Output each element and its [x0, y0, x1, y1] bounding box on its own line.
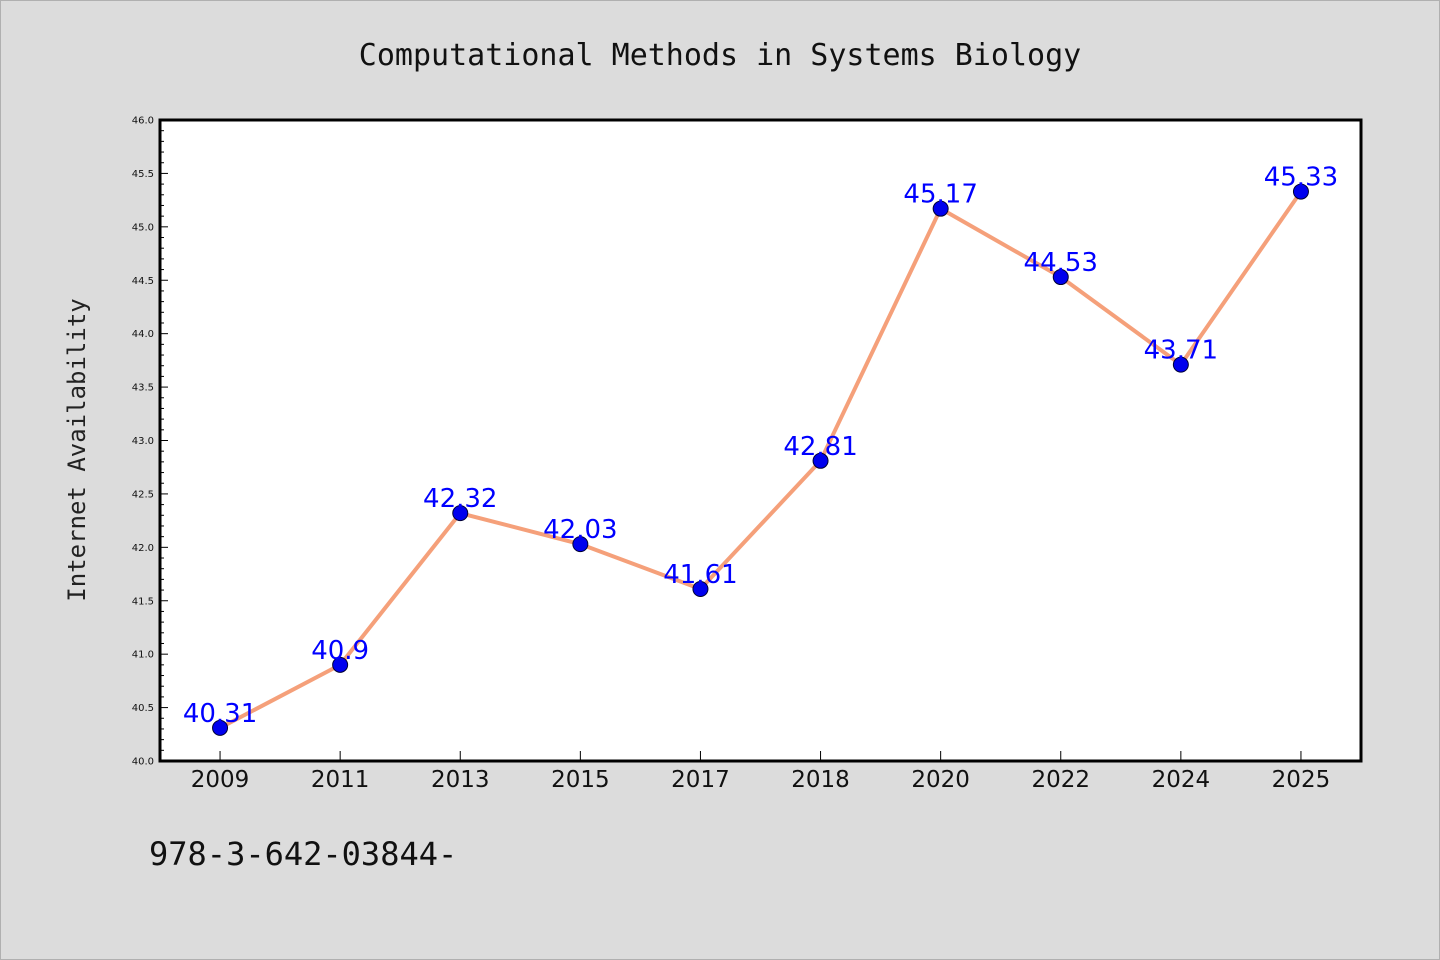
y-tick-label: 42.5	[132, 489, 154, 500]
y-tick-label: 41.5	[132, 596, 154, 607]
data-label: 42.32	[423, 484, 497, 514]
data-point	[572, 536, 589, 553]
data-markers	[212, 183, 1309, 736]
data-point	[452, 505, 469, 522]
data-label: 40.9	[311, 636, 369, 666]
y-tick-label: 41.0	[132, 650, 154, 661]
x-tick-label: 2025	[1272, 767, 1331, 793]
x-tick-label: 2022	[1031, 767, 1090, 793]
data-point	[1052, 269, 1069, 286]
x-axis-ticks: 2009 2011 2013 2015 2017 2018 2020 2022 2024 2025	[191, 751, 1330, 793]
data-labels: 40.31 40.9 42.32 42.03 41.61 42.81 45.17 44.53 4…	[183, 163, 1338, 729]
y-tick-label: 45.5	[132, 169, 154, 180]
data-label: 43.71	[1144, 336, 1218, 366]
data-point	[1292, 183, 1309, 200]
data-point	[1172, 356, 1189, 373]
data-point	[812, 452, 829, 469]
data-label: 44.53	[1024, 248, 1098, 278]
y-tick-label: 40.5	[132, 703, 154, 714]
data-point	[692, 580, 709, 597]
data-label: 45.17	[903, 180, 977, 210]
y-tick-label: 44.0	[132, 329, 154, 340]
x-tick-label: 2024	[1152, 767, 1211, 793]
x-tick-label: 2020	[911, 767, 970, 793]
data-label: 42.81	[783, 432, 857, 462]
y-tick-label: 42.0	[132, 543, 154, 554]
footer-isbn-text: 978-3-642-03844-	[149, 835, 457, 873]
data-label: 45.33	[1264, 163, 1338, 193]
data-label: 42.03	[543, 515, 617, 545]
chart-title: Computational Methods in Systems Biology	[359, 38, 1081, 73]
data-point	[332, 656, 349, 673]
series-line-group	[218, 189, 1303, 730]
data-label: 40.31	[183, 699, 257, 729]
y-tick-label: 43.0	[132, 436, 154, 447]
y-axis-ticks: 40.0 40.5 41.0 41.5 42.0 42.5 43.0 43.5 44.0 44.5…	[132, 116, 168, 768]
y-tick-label: 43.5	[132, 383, 154, 394]
y-tick-label: 40.0	[132, 757, 154, 768]
plot-area	[158, 118, 1363, 763]
y-tick-label: 46.0	[132, 116, 154, 127]
x-tick-label: 2013	[431, 767, 490, 793]
x-tick-label: 2009	[191, 767, 250, 793]
series-line	[218, 189, 1303, 730]
data-label: 41.61	[663, 560, 737, 590]
x-tick-label: 2011	[311, 767, 370, 793]
x-tick-label: 2015	[551, 767, 610, 793]
y-axis-label: Internet Availability	[63, 298, 91, 601]
y-tick-label: 45.0	[132, 222, 154, 233]
y-tick-label: 44.5	[132, 276, 154, 287]
data-point	[212, 719, 229, 736]
data-point	[932, 200, 949, 217]
x-tick-label: 2018	[791, 767, 850, 793]
x-tick-label: 2017	[671, 767, 730, 793]
